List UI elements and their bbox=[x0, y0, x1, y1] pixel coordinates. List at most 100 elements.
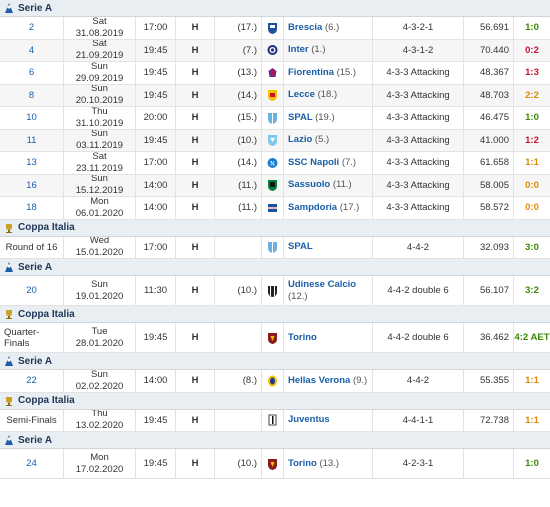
match-result[interactable]: 2:2 bbox=[525, 89, 539, 101]
opponent: Fiorentina (15.) bbox=[284, 62, 373, 84]
juventus-logo[interactable] bbox=[267, 414, 278, 426]
attendance: 72.738 bbox=[464, 409, 514, 431]
opponent-link[interactable]: SPAL bbox=[288, 111, 313, 123]
formation: 4-4-1-1 bbox=[373, 409, 464, 431]
team-rank: (14.) bbox=[215, 84, 262, 106]
opponent-link[interactable]: Inter bbox=[288, 44, 309, 56]
opponent-link[interactable]: SPAL bbox=[288, 241, 313, 253]
matchday[interactable]: 20 bbox=[0, 276, 64, 305]
formation: 4-4-2 double 6 bbox=[373, 276, 464, 305]
opponent: Lecce (18.) bbox=[284, 84, 373, 106]
opponent-link[interactable]: Hellas Verona bbox=[288, 374, 351, 386]
match-result[interactable]: 4:2 AET bbox=[514, 332, 550, 343]
match-date: Wed 15.01.2020 bbox=[64, 236, 136, 258]
torino-logo[interactable] bbox=[267, 332, 278, 344]
opponent-link[interactable]: Torino bbox=[288, 457, 317, 469]
opponent: Juventus bbox=[284, 409, 373, 431]
venue: H bbox=[176, 84, 215, 106]
attendance: 56.691 bbox=[464, 17, 514, 39]
sampdoria-logo[interactable] bbox=[267, 202, 278, 214]
inter-logo[interactable] bbox=[267, 44, 278, 56]
kickoff-time: 19:45 bbox=[136, 323, 176, 352]
match-row: 16 Sun 15.12.2019 14:00 H (11.) Sassuolo (11.… bbox=[0, 174, 550, 197]
opponent: Brescia (6.) bbox=[284, 17, 373, 39]
team-rank: (10.) bbox=[215, 449, 262, 478]
opponent-logo-cell: N bbox=[262, 152, 284, 174]
napoli-logo[interactable]: N bbox=[267, 157, 278, 169]
match-result[interactable]: 1:1 bbox=[525, 414, 539, 426]
udinese-logo[interactable] bbox=[267, 285, 278, 297]
fiorentina-logo[interactable] bbox=[267, 67, 278, 79]
opponent-link[interactable]: Torino bbox=[288, 331, 317, 343]
match-date: Tue 28.01.2020 bbox=[64, 323, 136, 352]
opponent-logo-cell bbox=[262, 276, 284, 305]
match-result[interactable]: 1:1 bbox=[525, 157, 539, 169]
matchday[interactable]: 13 bbox=[0, 152, 64, 174]
team-rank: (10.) bbox=[215, 276, 262, 305]
match-result[interactable]: 1:1 bbox=[525, 375, 539, 387]
match-result[interactable]: 3:0 bbox=[525, 241, 539, 253]
spal-logo[interactable] bbox=[267, 112, 278, 124]
match-date: Mon 06.01.2020 bbox=[64, 197, 136, 219]
competition-name: Serie A bbox=[18, 2, 53, 14]
matchday[interactable]: 4 bbox=[0, 39, 64, 61]
match-result[interactable]: 0:0 bbox=[525, 202, 539, 214]
opponent-logo-cell bbox=[262, 449, 284, 478]
spal-logo[interactable] bbox=[267, 241, 278, 254]
match-result[interactable]: 1:0 bbox=[525, 112, 539, 124]
torino-logo[interactable] bbox=[267, 458, 278, 470]
match-result[interactable]: 1:2 bbox=[525, 134, 539, 146]
venue: H bbox=[176, 17, 215, 39]
formation: 4-3-3 Attacking bbox=[373, 174, 464, 196]
verona-logo[interactable] bbox=[267, 375, 278, 387]
opponent-link[interactable]: Sassuolo bbox=[288, 179, 331, 191]
match-result[interactable]: 1:3 bbox=[525, 67, 539, 79]
opponent-logo-cell bbox=[262, 129, 284, 151]
opponent-link[interactable]: Lecce bbox=[288, 89, 315, 101]
sassuolo-logo[interactable] bbox=[267, 179, 278, 192]
competition-header: Serie A bbox=[0, 353, 550, 370]
matchday[interactable]: 16 bbox=[0, 174, 64, 196]
match-result[interactable]: 0:0 bbox=[525, 179, 539, 191]
matchday[interactable]: 10 bbox=[0, 107, 64, 129]
opponent-rank: (12.) bbox=[288, 290, 308, 302]
opponent-link[interactable]: SSC Napoli bbox=[288, 156, 340, 168]
match-date: Sun 15.12.2019 bbox=[64, 174, 136, 196]
matchday[interactable]: 11 bbox=[0, 129, 64, 151]
match-result[interactable]: 0:2 bbox=[525, 44, 539, 56]
matchday[interactable]: 18 bbox=[0, 197, 64, 219]
lecce-logo[interactable] bbox=[267, 89, 278, 102]
team-rank: (11.) bbox=[215, 197, 262, 219]
formation: 4-4-2 bbox=[373, 236, 464, 258]
match-result[interactable]: 3:2 bbox=[525, 285, 539, 296]
matchday[interactable]: 8 bbox=[0, 84, 64, 106]
matchday[interactable]: 6 bbox=[0, 62, 64, 84]
attendance: 56.107 bbox=[464, 276, 514, 305]
opponent-rank: (15.) bbox=[336, 66, 357, 78]
matchday[interactable]: 22 bbox=[0, 370, 64, 392]
team-rank: (13.) bbox=[215, 62, 262, 84]
opponent-link[interactable]: Lazio bbox=[288, 134, 313, 146]
match-result[interactable]: 1:0 bbox=[525, 458, 539, 469]
kickoff-time: 11:30 bbox=[136, 276, 176, 305]
opponent-link[interactable]: Sampdoria bbox=[288, 201, 338, 213]
opponent-link[interactable]: Juventus bbox=[288, 414, 330, 426]
matchday[interactable]: 2 bbox=[0, 17, 64, 39]
venue: H bbox=[176, 276, 215, 305]
opponent-link[interactable]: Udinese Calcio bbox=[288, 278, 357, 290]
venue: H bbox=[176, 370, 215, 392]
kickoff-time: 19:45 bbox=[136, 84, 176, 106]
opponent-link[interactable]: Brescia bbox=[288, 21, 323, 33]
matchday[interactable]: 24 bbox=[0, 449, 64, 478]
match-row: 10 Thu 31.10.2019 20:00 H (15.) SPAL (19.) 4-3… bbox=[0, 107, 550, 130]
venue: H bbox=[176, 174, 215, 196]
opponent-link[interactable]: Fiorentina bbox=[288, 66, 334, 78]
opponent: Inter (1.) bbox=[284, 39, 373, 61]
lazio-logo[interactable] bbox=[267, 134, 278, 147]
match-result[interactable]: 1:0 bbox=[525, 22, 539, 34]
brescia-logo[interactable] bbox=[267, 22, 278, 34]
opponent-logo-cell bbox=[262, 197, 284, 219]
venue: H bbox=[176, 197, 215, 219]
match-date: Thu 31.10.2019 bbox=[64, 107, 136, 129]
kickoff-time: 19:45 bbox=[136, 39, 176, 61]
